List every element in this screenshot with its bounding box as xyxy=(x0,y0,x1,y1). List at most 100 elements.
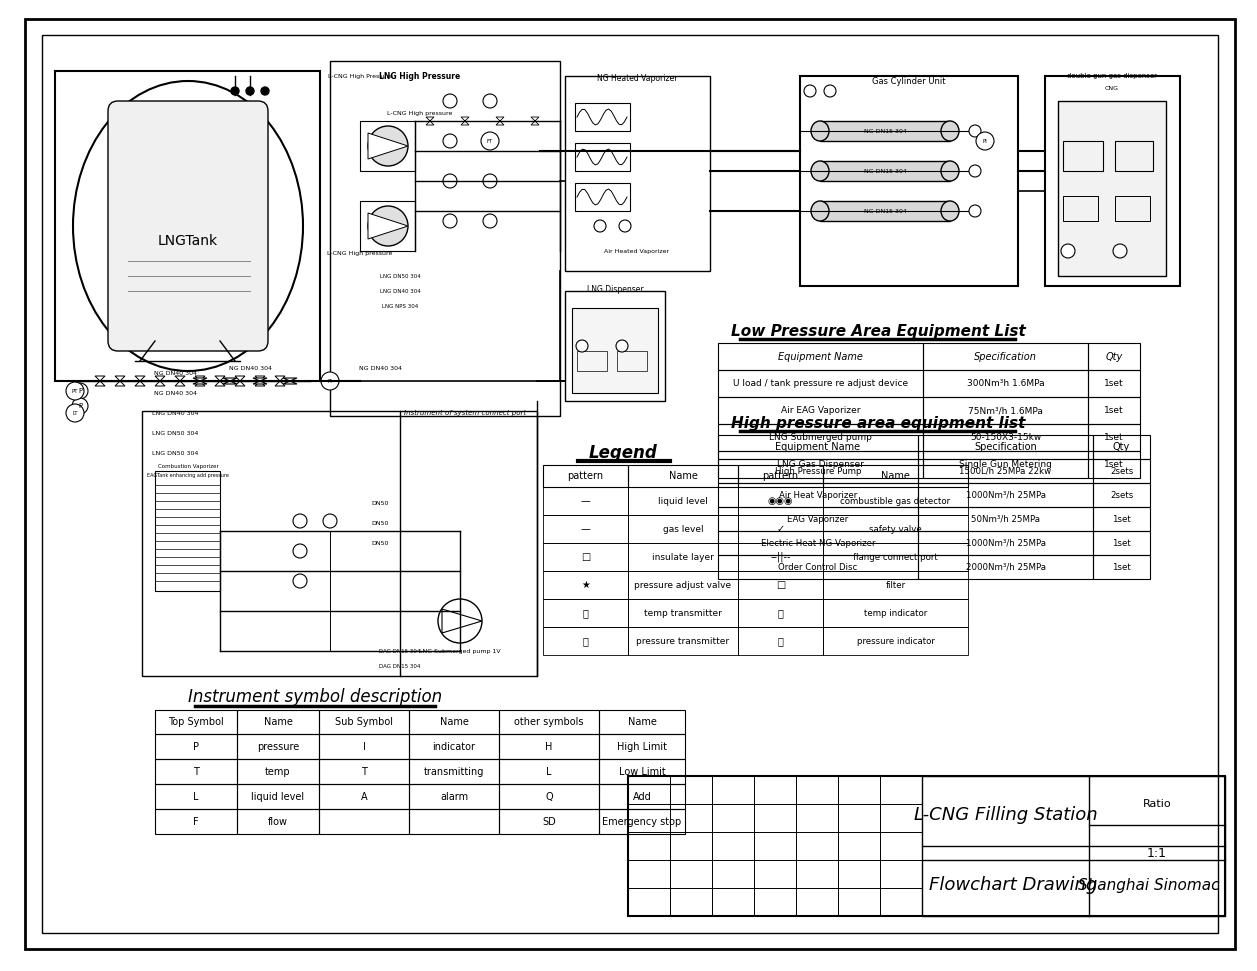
Text: Equipment Name: Equipment Name xyxy=(778,352,864,361)
Bar xyxy=(543,465,628,487)
Ellipse shape xyxy=(811,201,830,221)
Bar xyxy=(754,832,796,860)
Bar xyxy=(754,888,796,916)
Bar xyxy=(796,776,838,804)
Text: L-CNG High pressure: L-CNG High pressure xyxy=(327,251,392,255)
Circle shape xyxy=(293,544,307,558)
Bar xyxy=(1094,531,1150,555)
Bar xyxy=(796,804,838,832)
Text: 1000Nm³/h 25MPa: 1000Nm³/h 25MPa xyxy=(965,490,1046,499)
Bar xyxy=(738,465,823,487)
Text: ⓟ: ⓟ xyxy=(778,636,783,646)
Bar xyxy=(564,76,710,271)
Text: Top Symbol: Top Symbol xyxy=(168,717,224,727)
FancyBboxPatch shape xyxy=(108,101,268,351)
Text: LNG Gas Dispenser: LNG Gas Dispenser xyxy=(777,460,864,469)
Bar xyxy=(880,804,921,832)
Bar xyxy=(718,435,918,459)
Text: combustible gas detector: combustible gas detector xyxy=(841,496,950,506)
Circle shape xyxy=(975,132,994,150)
Polygon shape xyxy=(175,376,185,386)
Bar xyxy=(238,759,319,784)
Bar xyxy=(628,571,738,599)
Text: Specification: Specification xyxy=(974,352,1037,361)
Text: PI: PI xyxy=(328,379,332,384)
Circle shape xyxy=(595,220,606,232)
Text: NG Heated Vaporizer: NG Heated Vaporizer xyxy=(597,74,678,83)
Polygon shape xyxy=(442,609,481,633)
Text: --||--: --||-- xyxy=(771,552,791,562)
Text: FT: FT xyxy=(486,139,493,144)
Circle shape xyxy=(323,514,337,528)
Bar xyxy=(1058,101,1166,276)
Circle shape xyxy=(368,126,409,166)
Bar xyxy=(628,465,738,487)
Bar xyxy=(823,465,968,487)
Bar xyxy=(923,343,1089,370)
Bar xyxy=(155,759,238,784)
Circle shape xyxy=(969,125,980,137)
Text: EAG Vaporizer: EAG Vaporizer xyxy=(787,515,848,523)
Bar xyxy=(918,531,1094,555)
Bar xyxy=(628,804,670,832)
Text: SD: SD xyxy=(542,817,556,826)
Text: NG DN15 304: NG DN15 304 xyxy=(864,128,906,133)
Bar xyxy=(155,710,238,734)
Bar xyxy=(820,161,950,181)
Bar xyxy=(409,759,499,784)
Text: Low Pressure Area Equipment List: Low Pressure Area Equipment List xyxy=(730,323,1026,339)
Bar xyxy=(543,543,628,571)
Text: LNG DN40 304: LNG DN40 304 xyxy=(380,288,420,293)
Text: Qty: Qty xyxy=(1112,442,1130,452)
Text: 1set: 1set xyxy=(1104,379,1124,388)
Text: 1000Nm³/h 25MPa: 1000Nm³/h 25MPa xyxy=(965,539,1046,548)
Text: filter: filter xyxy=(885,581,905,589)
Ellipse shape xyxy=(811,161,830,181)
Text: indicator: indicator xyxy=(432,742,475,752)
Bar xyxy=(838,804,880,832)
Text: LNG DN50 304: LNG DN50 304 xyxy=(152,451,199,455)
Text: LNG High Pressure: LNG High Pressure xyxy=(380,72,460,81)
Bar xyxy=(499,734,600,759)
Text: temp indicator: temp indicator xyxy=(864,609,928,618)
Bar xyxy=(600,809,685,834)
Bar xyxy=(238,734,319,759)
Text: transmitting: transmitting xyxy=(424,766,484,777)
Bar xyxy=(670,776,711,804)
Text: NG DN40 304: NG DN40 304 xyxy=(358,365,401,371)
Bar xyxy=(319,759,409,784)
Text: 1set: 1set xyxy=(1104,460,1124,469)
Bar xyxy=(718,370,923,397)
Bar xyxy=(718,451,923,478)
Text: Ratio: Ratio xyxy=(1143,799,1172,809)
Text: DN50: DN50 xyxy=(371,541,388,546)
Text: Air Heat Vaporizer: Air Heat Vaporizer xyxy=(779,490,857,499)
Text: LNG Submerged pump 1V: LNG Submerged pump 1V xyxy=(419,649,500,653)
Text: Gas Cylinder Unit: Gas Cylinder Unit xyxy=(872,77,945,85)
Polygon shape xyxy=(96,376,106,386)
Bar xyxy=(799,76,1018,286)
Text: other symbols: other symbols xyxy=(514,717,583,727)
Text: Emergency stop: Emergency stop xyxy=(602,817,681,826)
Text: 50Nm³/h 25MPa: 50Nm³/h 25MPa xyxy=(970,515,1040,523)
Bar xyxy=(838,860,880,888)
Circle shape xyxy=(442,134,458,148)
Text: —: — xyxy=(581,496,591,506)
Text: Name: Name xyxy=(440,717,469,727)
Bar xyxy=(823,515,968,543)
Text: LNG Dispenser: LNG Dispenser xyxy=(587,285,644,293)
Text: ◉◉◉: ◉◉◉ xyxy=(768,496,793,506)
Text: I: I xyxy=(362,742,366,752)
Text: —: — xyxy=(581,524,591,534)
Bar xyxy=(409,809,499,834)
Bar xyxy=(738,599,823,627)
Circle shape xyxy=(442,94,458,108)
Circle shape xyxy=(442,174,458,188)
Bar xyxy=(718,424,923,451)
Text: T: T xyxy=(361,766,367,777)
Bar xyxy=(738,487,823,515)
Bar xyxy=(600,759,685,784)
Bar xyxy=(838,832,880,860)
Bar xyxy=(238,784,319,809)
Text: T: T xyxy=(194,766,199,777)
